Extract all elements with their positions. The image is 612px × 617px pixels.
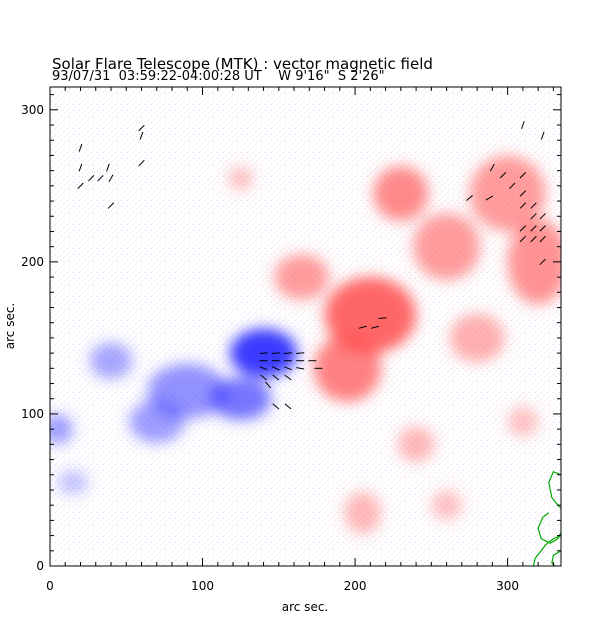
field-vector — [519, 225, 527, 232]
positive-polarity-region — [413, 213, 481, 281]
field-vector — [370, 325, 379, 329]
positive-polarity-region — [274, 254, 330, 300]
field-vector — [539, 213, 546, 220]
field-vector — [519, 172, 527, 179]
field-vector — [272, 403, 280, 410]
field-vector — [539, 235, 546, 243]
field-vector — [106, 163, 110, 172]
field-vector — [77, 182, 84, 190]
transverse-field-vectors — [77, 121, 546, 410]
positive-polarity-region — [373, 166, 429, 221]
field-vector — [466, 195, 473, 201]
positive-polarity-region — [397, 426, 435, 463]
field-vector — [108, 174, 114, 182]
field-vector — [97, 175, 104, 182]
positive-polarity-region — [431, 489, 462, 521]
y-axis-label: arc sec. — [3, 303, 17, 349]
y-tick-label: 0 — [36, 559, 44, 573]
positive-polarity-region — [324, 277, 417, 354]
field-vector — [540, 131, 545, 140]
negative-polarity-region — [57, 470, 89, 495]
positive-polarity-region — [228, 166, 253, 191]
x-tick-label: 200 — [344, 579, 367, 593]
field-vector — [284, 374, 292, 381]
field-vector — [78, 143, 83, 152]
plot-frame — [49, 86, 562, 567]
y-tick-label: 100 — [21, 407, 44, 421]
field-vector — [489, 163, 495, 172]
field-vector — [519, 190, 527, 197]
field-vector — [88, 175, 95, 182]
field-vector — [539, 258, 546, 266]
positive-polarity-region — [313, 334, 382, 402]
field-vector — [499, 172, 507, 179]
field-vector — [138, 124, 145, 132]
field-vector — [519, 202, 527, 209]
field-vector — [265, 381, 272, 389]
negative-polarity-region — [50, 413, 73, 445]
field-vector — [107, 202, 115, 209]
field-contour — [532, 535, 561, 566]
figure-title: Solar Flare Telescope (MTK) : vector mag… — [52, 55, 433, 73]
field-vector — [272, 374, 280, 381]
contour-lines — [532, 470, 561, 566]
field-vector — [509, 182, 516, 190]
positive-polarity-region — [469, 155, 546, 232]
y-tick-label: 300 — [21, 103, 44, 117]
field-vector — [139, 131, 144, 140]
field-vector — [521, 121, 525, 129]
negative-polarity-region — [129, 400, 185, 443]
field-contour — [548, 470, 561, 509]
field-vector — [259, 352, 268, 354]
field-vector — [260, 374, 267, 381]
field-contour — [537, 512, 561, 544]
field-vector — [485, 195, 494, 201]
axis-ticks: 0 100 200 300 0 100 200 300 — [21, 87, 561, 593]
x-tick-label: 0 — [46, 579, 54, 593]
field-vector — [530, 225, 537, 232]
field-vector — [519, 235, 527, 243]
positive-polarity-region — [344, 491, 382, 535]
field-vector — [539, 225, 546, 232]
field-vector — [283, 352, 292, 354]
field-vector — [284, 403, 292, 410]
positive-polarity-region — [449, 313, 505, 363]
field-vector — [378, 317, 387, 319]
field-vector — [259, 366, 268, 371]
x-tick-label: 100 — [191, 579, 214, 593]
y-tick-label: 200 — [21, 255, 44, 269]
positive-polarity-region — [507, 406, 539, 437]
field-vector — [530, 213, 537, 220]
field-vector — [358, 325, 367, 329]
field-vector — [271, 366, 280, 371]
x-tick-label: 300 — [496, 579, 519, 593]
field-vector — [530, 235, 537, 243]
field-vector — [530, 202, 537, 209]
field-vector — [296, 367, 305, 370]
negative-polarity-region — [89, 342, 133, 379]
field-vector — [284, 366, 292, 371]
figure-subtitle: 93/07/31 03:59:22-04:00:28 UT W 9'16" S … — [52, 69, 385, 84]
field-vector — [138, 159, 145, 167]
field-vector — [296, 352, 305, 354]
field-vector — [78, 163, 83, 172]
x-axis-label: arc sec. — [282, 600, 328, 614]
field-vector — [271, 352, 280, 354]
polarity-regions — [50, 155, 561, 535]
